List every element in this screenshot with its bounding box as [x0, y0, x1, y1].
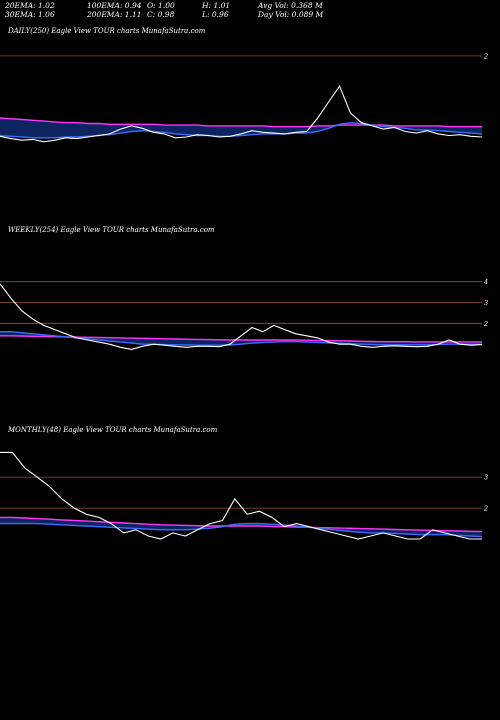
indicator-header: 20EMA: 1.02 100EMA: 0.94 O: 1.00 H: 1.01… — [5, 1, 495, 19]
ema30-value: 30EMA: 1.06 — [5, 10, 55, 19]
daily-panel-label: DAILY(250) Eagle View TOUR charts Munafa… — [8, 27, 206, 35]
ema100-value: 100EMA: 0.94 — [87, 1, 142, 10]
monthly-panel-label: MONTHLY(48) Eagle View TOUR charts Munaf… — [8, 426, 218, 434]
weekly-price-line — [0, 283, 483, 350]
day-volume-value: Day Vol: 0.089 M — [258, 10, 324, 19]
weekly-level-label-2: 2 — [483, 320, 488, 328]
daily-ema-magenta-line — [0, 117, 482, 128]
low-value: L: 0.96 — [202, 10, 229, 19]
monthly-ema-magenta-line — [0, 516, 483, 533]
header-row-2: 30EMA: 1.06 200EMA: 1.11 C: 0.98 L: 0.96… — [5, 10, 495, 19]
weekly-level-label-0: 4 — [483, 278, 488, 286]
ema200-value: 200EMA: 1.11 — [87, 10, 142, 19]
daily-level-label-0: 2 — [483, 52, 488, 60]
close-value: C: 0.98 — [147, 10, 175, 19]
weekly-ema-magenta-line — [0, 335, 482, 343]
weekly-level-label-1: 3 — [484, 299, 488, 307]
monthly-level-label-1: 2 — [483, 505, 488, 513]
open-value: O: 1.00 — [147, 1, 175, 10]
avg-volume-value: Avg Vol: 0.368 M — [258, 1, 323, 10]
high-value: H: 1.01 — [202, 1, 231, 10]
daily-ema-blue-line — [0, 121, 483, 139]
weekly-ema-band — [0, 331, 482, 346]
monthly-level-label-0: 3 — [484, 474, 488, 482]
monthly-price-line — [0, 451, 482, 540]
header-row-1: 20EMA: 1.02 100EMA: 0.94 O: 1.00 H: 1.01… — [5, 1, 495, 10]
daily-price-line — [0, 84, 483, 143]
monthly-ema-blue-line — [0, 522, 483, 538]
weekly-panel-label: WEEKLY(254) Eagle View TOUR charts Munaf… — [8, 226, 215, 234]
ema20-value: 20EMA: 1.02 — [5, 1, 55, 10]
